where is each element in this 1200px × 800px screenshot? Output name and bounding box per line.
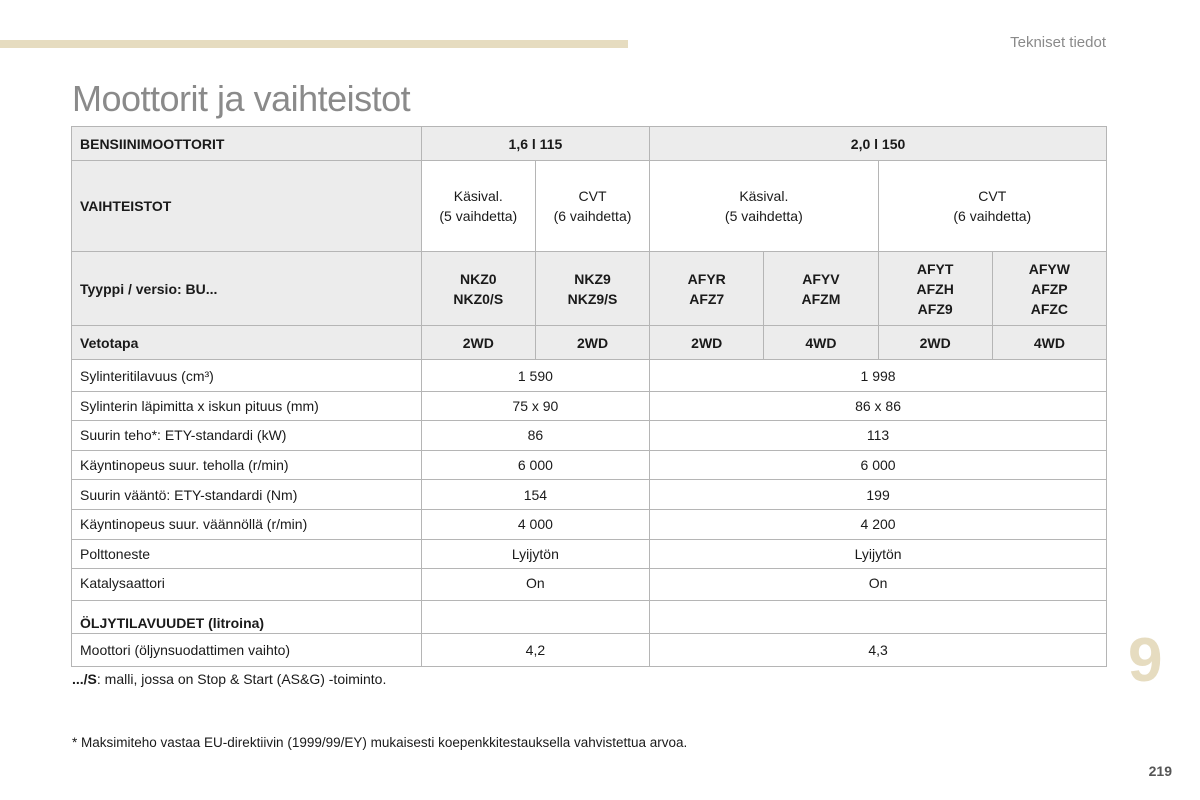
gearbox-name: CVT: [578, 188, 607, 204]
type-code: NKZ0/S: [453, 290, 504, 307]
oil-title: ÖLJYTILAVUUDET (litroina): [71, 599, 422, 634]
engine-2-value: 86 x 86: [649, 390, 1107, 422]
type-cell: AFYV AFZM: [763, 251, 879, 326]
type-cell: NKZ9 NKZ9/S: [534, 251, 651, 326]
type-code: AFZ7: [689, 290, 725, 307]
type-cell: AFYT AFZH AFZ9: [877, 251, 993, 326]
engine-1-value: On: [420, 568, 651, 601]
engine-1-oil: 4,2: [420, 632, 651, 667]
row-label: Suurin vääntö: ETY-standardi (Nm): [71, 479, 422, 510]
type-code: AFZ9: [917, 300, 953, 317]
table-row: Sylinterin läpimitta x iskun pituus (mm)…: [71, 390, 1107, 422]
drive-cell: 2WD: [420, 325, 536, 360]
type-label: Tyyppi / versio: BU...: [71, 251, 422, 326]
type-code: NKZ9/S: [567, 290, 618, 307]
engine-2-value: 113: [649, 420, 1107, 451]
gearbox-gears: (6 vaihdetta): [553, 208, 632, 224]
type-code: AFZH: [916, 280, 954, 297]
engine-spec-table: BENSIINIMOOTTORIT 1,6 l 115 2,0 l 150 VA…: [71, 126, 1108, 667]
page-number: 219: [1148, 763, 1172, 779]
row-label: Suurin teho*: ETY-standardi (kW): [71, 420, 422, 451]
engine-1-value: 75 x 90: [420, 390, 651, 422]
engine-header-row: BENSIINIMOOTTORIT 1,6 l 115 2,0 l 150: [71, 126, 1107, 161]
gearbox-gears: (6 vaihdetta): [953, 208, 1032, 224]
chapter-number: 9: [1128, 626, 1163, 695]
gearbox-gears: (5 vaihdetta): [439, 208, 518, 224]
engine-1-header: 1,6 l 115: [420, 126, 651, 161]
engine-2-value: 1 998: [649, 359, 1107, 392]
table-row: Polttoneste Lyijytön Lyijytön: [71, 538, 1107, 570]
row-label: Katalysaattori: [71, 568, 422, 601]
gearbox-label: VAIHTEISTOT: [71, 160, 422, 252]
oil-title-row: ÖLJYTILAVUUDET (litroina): [71, 599, 1107, 634]
empty-cell: [420, 599, 651, 634]
engine-1-value: 154: [420, 479, 651, 510]
table-row: Käyntinopeus suur. teholla (r/min) 6 000…: [71, 449, 1107, 481]
max-power-note: * Maksimiteho vastaa EU-direktiivin (199…: [72, 735, 688, 750]
page-title: Moottorit ja vaihteistot: [72, 78, 411, 119]
engine-1-value: Lyijytön: [420, 538, 651, 570]
drive-cell: 4WD: [991, 325, 1108, 360]
gearbox-cell: Käsival. (5 vaihdetta): [649, 160, 879, 252]
gearbox-cell: CVT (6 vaihdetta): [534, 160, 651, 252]
engine-1-value: 6 000: [420, 449, 651, 481]
engine-2-value: On: [649, 568, 1107, 601]
empty-cell: [649, 599, 1107, 634]
drive-label: Vetotapa: [71, 325, 422, 360]
type-code: AFZM: [801, 290, 841, 307]
stop-start-prefix: .../S: [72, 671, 97, 687]
table-row: Suurin teho*: ETY-standardi (kW) 86 113: [71, 420, 1107, 451]
gearbox-gears: (5 vaihdetta): [724, 208, 803, 224]
row-label: Polttoneste: [71, 538, 422, 570]
engine-1-value: 1 590: [420, 359, 651, 392]
row-label: Sylinterin läpimitta x iskun pituus (mm): [71, 390, 422, 422]
drive-row: Vetotapa 2WD 2WD 2WD 4WD 2WD 4WD: [71, 325, 1108, 360]
engine-2-value: 6 000: [649, 449, 1107, 481]
type-code: AFYR: [687, 270, 726, 287]
type-code: AFYT: [916, 260, 954, 277]
oil-row: Moottori (öljynsuodattimen vaihto) 4,2 4…: [71, 632, 1107, 667]
drive-cell: 2WD: [877, 325, 993, 360]
type-code: AFYV: [802, 270, 840, 287]
table-row: Käyntinopeus suur. väännöllä (r/min) 4 0…: [71, 508, 1107, 540]
table-row: Katalysaattori On On: [71, 568, 1107, 601]
row-label: Käyntinopeus suur. väännöllä (r/min): [71, 508, 422, 540]
engine-2-value: 199: [649, 479, 1107, 510]
type-code: NKZ9: [574, 270, 611, 287]
type-code: AFZC: [1030, 300, 1069, 317]
gearbox-cell: Käsival. (5 vaihdetta): [420, 160, 536, 252]
stop-start-text: : malli, jossa on Stop & Start (AS&G) -t…: [96, 671, 387, 687]
header-rule: [0, 40, 628, 48]
type-code: NKZ0: [460, 270, 497, 287]
table-row: Sylinteritilavuus (cm³) 1 590 1 998: [71, 359, 1107, 392]
gearbox-name: Käsival.: [453, 188, 503, 204]
engine-1-value: 86: [420, 420, 651, 451]
type-cell: AFYR AFZ7: [649, 251, 765, 326]
engines-label: BENSIINIMOOTTORIT: [71, 126, 422, 161]
engine-2-value: 4 200: [649, 508, 1107, 540]
type-code: AFZP: [1031, 280, 1068, 297]
gearbox-name: CVT: [978, 188, 1007, 204]
row-label: Käyntinopeus suur. teholla (r/min): [71, 449, 422, 481]
engine-2-oil: 4,3: [649, 632, 1107, 667]
engine-2-header: 2,0 l 150: [649, 126, 1107, 161]
chapter-title: Tekniset tiedot: [1010, 34, 1106, 51]
oil-label: Moottori (öljynsuodattimen vaihto): [71, 632, 422, 667]
gearbox-row: VAIHTEISTOT Käsival. (5 vaihdetta) CVT (6 …: [71, 160, 1108, 252]
type-cell: NKZ0 NKZ0/S: [420, 251, 536, 326]
stop-start-note: .../S: malli, jossa on Stop & Start (AS&…: [72, 671, 386, 687]
type-row: Tyyppi / versio: BU... NKZ0 NKZ0/S NKZ9 NK…: [71, 251, 1108, 326]
gearbox-name: Käsival.: [739, 188, 789, 204]
type-code: AFYW: [1028, 260, 1070, 277]
type-cell: AFYW AFZP AFZC: [991, 251, 1108, 326]
drive-cell: 2WD: [649, 325, 765, 360]
drive-cell: 2WD: [534, 325, 651, 360]
engine-2-value: Lyijytön: [649, 538, 1107, 570]
row-label: Sylinteritilavuus (cm³): [71, 359, 422, 392]
table-row: Suurin vääntö: ETY-standardi (Nm) 154 19…: [71, 479, 1107, 510]
drive-cell: 4WD: [763, 325, 879, 360]
gearbox-cell: CVT (6 vaihdetta): [877, 160, 1108, 252]
engine-1-value: 4 000: [420, 508, 651, 540]
